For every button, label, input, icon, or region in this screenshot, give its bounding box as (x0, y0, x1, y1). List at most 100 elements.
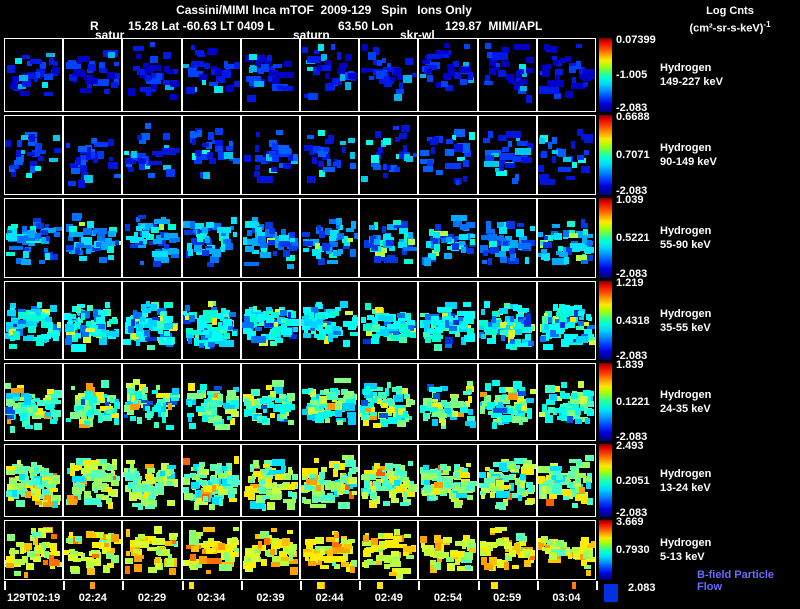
data-point (128, 167, 134, 172)
data-point (156, 563, 161, 569)
data-point (18, 312, 27, 318)
data-point (567, 410, 575, 416)
data-point (387, 408, 395, 413)
units-exponent: -1 (763, 20, 770, 29)
data-point (107, 72, 114, 79)
spectrogram-panel (63, 363, 122, 441)
data-point (197, 234, 203, 242)
spectrogram-panel (478, 363, 537, 441)
data-point (544, 254, 549, 261)
data-point (515, 343, 527, 347)
data-point (318, 44, 324, 51)
data-point (307, 56, 321, 63)
data-point (500, 153, 515, 161)
data-point (399, 337, 407, 343)
data-point (194, 338, 199, 346)
spectrogram-panel (63, 198, 122, 278)
data-point (37, 302, 42, 308)
data-point (423, 413, 430, 420)
data-point (546, 499, 554, 506)
data-point (429, 495, 437, 500)
data-point (255, 327, 262, 331)
data-point (462, 472, 469, 478)
data-point (449, 493, 456, 498)
spectrogram-panel (418, 115, 477, 195)
data-point (167, 465, 176, 470)
data-point (247, 401, 252, 408)
data-point (66, 143, 70, 148)
data-point (271, 528, 278, 533)
data-point (89, 396, 96, 403)
bfield-strip-cell (537, 581, 596, 590)
data-point (325, 327, 329, 334)
data-point (199, 556, 207, 563)
data-point (248, 493, 256, 500)
data-point (505, 163, 515, 168)
data-point (80, 165, 86, 173)
data-point (78, 180, 84, 188)
data-point (345, 460, 356, 467)
data-point (75, 247, 81, 254)
data-point (517, 223, 524, 227)
data-point (585, 418, 590, 424)
data-point (378, 392, 386, 400)
data-point (126, 460, 135, 465)
data-point (481, 483, 489, 488)
data-point (340, 141, 345, 145)
data-point (564, 257, 569, 264)
bfield-strip-cell (241, 581, 300, 590)
channel-species: Hydrogen (660, 536, 711, 550)
data-point (515, 329, 522, 335)
data-point (333, 469, 338, 476)
data-point (350, 332, 358, 337)
data-point (427, 75, 433, 83)
data-point (406, 555, 414, 559)
data-point (196, 406, 204, 411)
data-point (528, 341, 534, 346)
data-point (169, 239, 176, 243)
data-point (466, 222, 475, 228)
data-point (265, 475, 273, 480)
data-point (267, 55, 271, 62)
data-point (460, 407, 468, 413)
data-point (510, 79, 514, 84)
spectrogram-panel (478, 115, 537, 195)
data-point (465, 565, 471, 570)
data-point (335, 410, 342, 418)
data-point (542, 316, 548, 323)
data-point (167, 500, 174, 506)
data-point (159, 223, 164, 230)
data-point (141, 133, 150, 140)
data-point (503, 241, 508, 245)
data-point (108, 491, 112, 496)
data-point (315, 537, 323, 544)
data-point (540, 179, 555, 185)
data-point (327, 159, 332, 166)
data-point (28, 230, 35, 238)
data-point (145, 413, 153, 417)
data-point (199, 465, 204, 473)
data-point (32, 478, 40, 486)
spectrogram-panel (300, 281, 359, 360)
data-point (452, 411, 458, 417)
data-point (99, 257, 107, 262)
data-point (556, 251, 562, 256)
data-point (578, 381, 585, 388)
bfield-mark (491, 582, 497, 589)
data-point (64, 313, 71, 320)
data-point (323, 167, 335, 172)
data-point (152, 151, 161, 155)
data-point (213, 327, 220, 332)
colorbar-max-value: 0.07399 (616, 34, 656, 46)
data-point (46, 53, 54, 57)
data-point (319, 396, 328, 403)
data-point (426, 241, 431, 249)
data-point (96, 242, 101, 247)
data-point (571, 141, 575, 148)
data-point (293, 154, 298, 161)
data-point (481, 334, 486, 339)
data-point (578, 321, 584, 326)
data-point (436, 170, 444, 175)
spectrogram-panel (4, 115, 63, 195)
data-point (49, 158, 58, 163)
